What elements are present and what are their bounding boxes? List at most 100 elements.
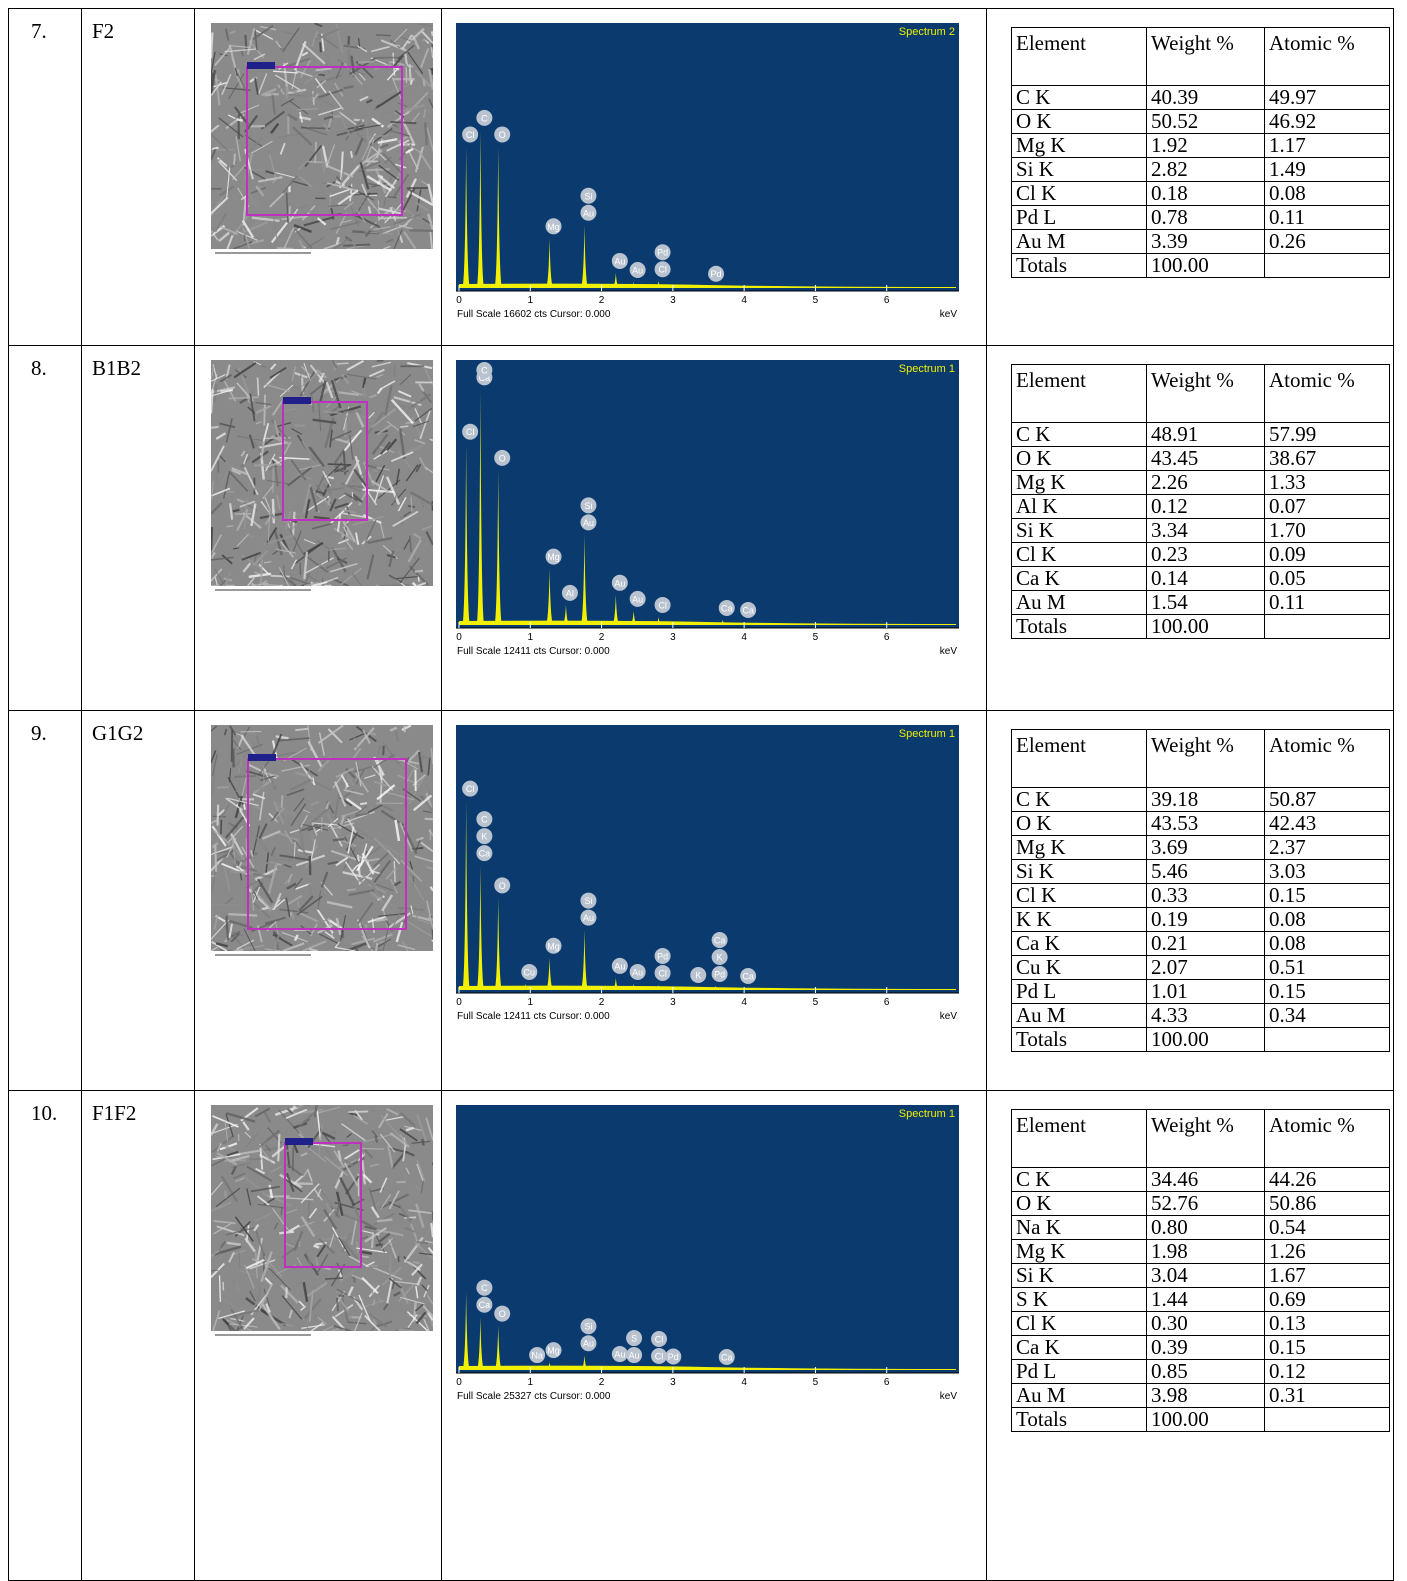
peak-label: Au — [632, 594, 643, 604]
x-tick-label: 2 — [599, 632, 605, 643]
header-cell: Atomic % — [1265, 730, 1390, 788]
composition-value: Si K — [1012, 1264, 1147, 1288]
composition-value: 0.08 — [1265, 908, 1390, 932]
row-number: 7. — [9, 9, 82, 346]
x-tick-label: 6 — [884, 997, 890, 1008]
peak-label: Pd — [711, 269, 722, 279]
x-tick-label: 5 — [813, 295, 819, 306]
composition-value: Cl K — [1012, 543, 1147, 567]
composition-value: Cl K — [1012, 1312, 1147, 1336]
composition-value: 3.69 — [1147, 836, 1265, 860]
sem-texture — [342, 1145, 348, 1146]
composition-value: 0.11 — [1265, 206, 1390, 230]
x-tick-label: 1 — [528, 1377, 534, 1388]
spectrum-title: Spectrum 1 — [899, 728, 955, 740]
composition-value: 1.44 — [1147, 1288, 1265, 1312]
x-tick-label: 3 — [670, 997, 676, 1008]
composition-value: Totals — [1012, 615, 1147, 639]
sem-image — [211, 725, 433, 965]
peak-label: Pd — [714, 969, 725, 979]
plot-area — [456, 1105, 959, 1373]
composition-value: 43.53 — [1147, 812, 1265, 836]
sem-texture — [417, 1242, 428, 1243]
composition-value: Ca K — [1012, 1336, 1147, 1360]
composition-value: Ca K — [1012, 932, 1147, 956]
composition-value: 2.37 — [1265, 836, 1390, 860]
composition-value: Totals — [1012, 1028, 1147, 1052]
composition-value: Mg K — [1012, 1240, 1147, 1264]
sem-texture — [298, 901, 299, 907]
row-number: 8. — [9, 346, 82, 711]
sem-texture — [277, 248, 293, 249]
composition-value: Mg K — [1012, 471, 1147, 495]
sem-texture — [271, 576, 292, 577]
sem-texture — [279, 1232, 294, 1233]
x-tick-label: 3 — [670, 1377, 676, 1388]
x-tick-label: 0 — [456, 295, 462, 306]
composition-value: 100.00 — [1147, 1408, 1265, 1432]
peak-label: Au — [632, 967, 643, 977]
header-cell: Element — [1012, 365, 1147, 423]
peak-label: Mg — [547, 1346, 560, 1356]
composition-value: Si K — [1012, 860, 1147, 884]
sem-texture — [287, 87, 288, 100]
composition-value: 1.54 — [1147, 591, 1265, 615]
composition-value: Cu K — [1012, 956, 1147, 980]
spectrum-title: Spectrum 1 — [899, 363, 955, 375]
header-cell: Element — [1012, 28, 1147, 86]
sem-texture — [264, 863, 276, 864]
composition-value: 52.76 — [1147, 1192, 1265, 1216]
sem-texture — [225, 1191, 226, 1199]
sem-texture — [337, 363, 349, 364]
composition-value: 42.43 — [1265, 812, 1390, 836]
x-axis-unit: keV — [940, 1391, 958, 1402]
composition-value: O K — [1012, 447, 1147, 471]
selection-tag — [248, 754, 276, 761]
sem-texture — [234, 950, 243, 951]
sem-texture — [278, 1134, 279, 1161]
sem-texture — [410, 230, 433, 231]
scale-strip — [211, 249, 433, 263]
spectrum-title: Spectrum 2 — [899, 26, 955, 38]
composition-value: 2.26 — [1147, 471, 1265, 495]
sem-texture — [400, 426, 408, 427]
composition-value: 0.13 — [1265, 1312, 1390, 1336]
peak-label: O — [499, 130, 506, 140]
sem-texture — [432, 69, 433, 75]
sem-cell — [195, 711, 442, 1091]
composition-value: 100.00 — [1147, 615, 1265, 639]
sem-texture — [211, 32, 212, 58]
x-tick-label: 2 — [599, 1377, 605, 1388]
sem-texture — [378, 746, 379, 754]
sem-texture — [227, 526, 234, 527]
sem-texture — [410, 536, 411, 552]
composition-value: 50.87 — [1265, 788, 1390, 812]
sem-texture — [309, 883, 310, 893]
sem-cell — [195, 346, 442, 711]
sem-texture — [353, 1276, 355, 1282]
x-tick-label: 4 — [741, 997, 747, 1008]
sem-image — [211, 360, 433, 600]
composition-value: Cl K — [1012, 884, 1147, 908]
spectrum-footer: Full Scale 12411 cts Cursor: 0.000 — [457, 1011, 610, 1022]
